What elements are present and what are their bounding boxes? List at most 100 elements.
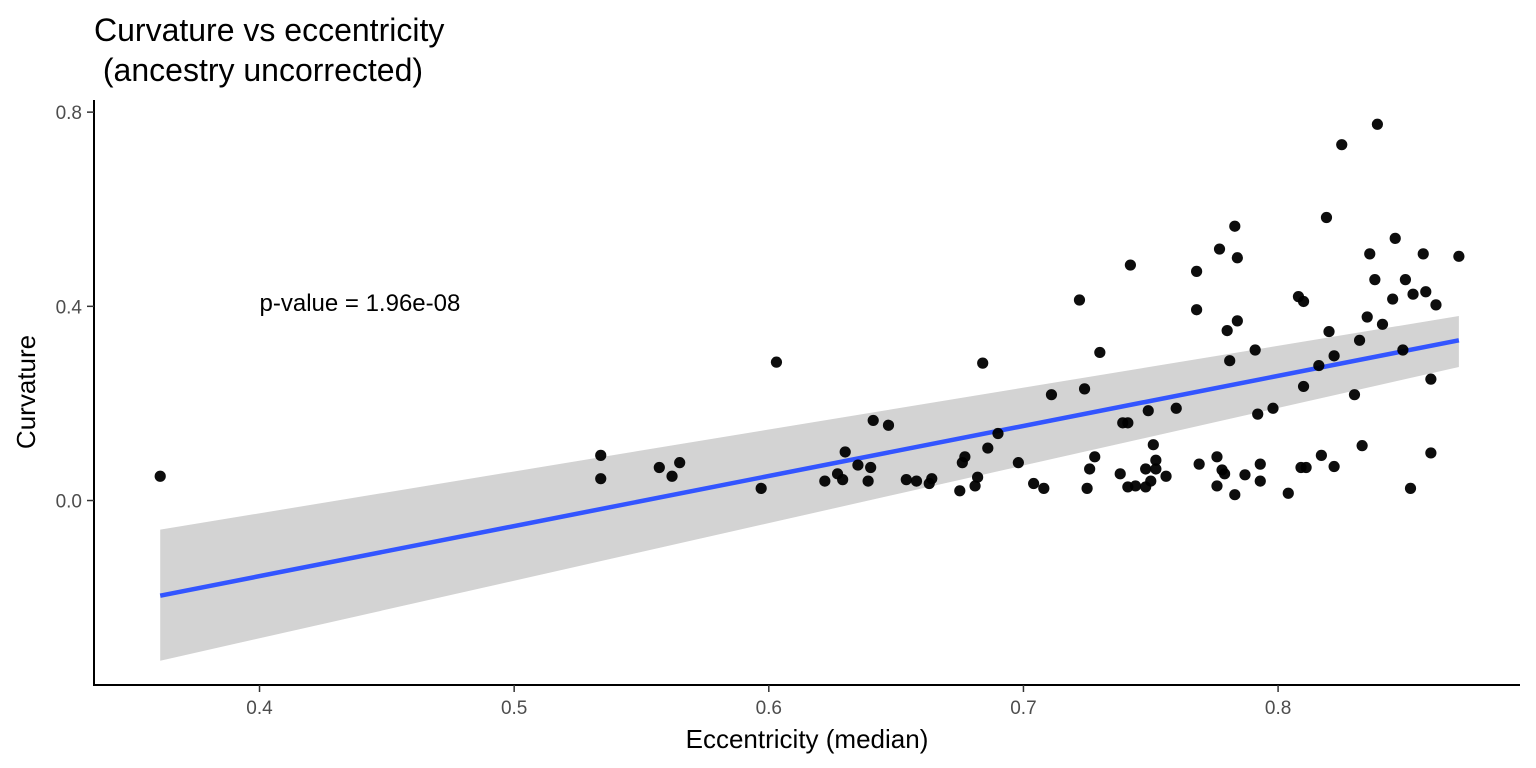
data-point — [1150, 463, 1162, 475]
x-tick-label: 0.5 — [501, 698, 527, 719]
data-point — [674, 457, 686, 469]
data-point — [1140, 463, 1152, 475]
data-point — [1420, 286, 1432, 298]
x-tick-label: 0.8 — [1265, 698, 1291, 719]
data-point — [1129, 480, 1142, 492]
data-point — [1219, 468, 1231, 480]
data-point — [1254, 475, 1266, 487]
data-point — [852, 459, 864, 471]
data-point — [1170, 402, 1182, 414]
data-point — [1336, 139, 1348, 151]
data-point — [1211, 480, 1223, 492]
ticks-layer: 0.4 0.5 0.6 0.7 0.8 0.0 0.4 0.8 — [56, 103, 1292, 719]
data-point — [1389, 232, 1401, 244]
chart-title-block: Curvature vs eccentricity (ancestry unco… — [94, 10, 444, 90]
data-point — [1425, 373, 1437, 385]
data-point — [1267, 402, 1279, 414]
data-point — [977, 357, 989, 369]
data-point — [1193, 458, 1205, 470]
chart-subtitle: (ancestry uncorrected) — [102, 52, 424, 88]
data-point — [1417, 248, 1429, 260]
p-value-annotation: p-value = 1.96e-08 — [260, 290, 461, 317]
data-point — [972, 471, 984, 483]
data-point — [1231, 252, 1243, 264]
data-point — [1094, 346, 1106, 359]
data-point — [1038, 482, 1050, 494]
data-point — [1313, 359, 1325, 372]
data-point — [1229, 220, 1241, 232]
data-point — [1160, 470, 1172, 482]
regression-line — [159, 338, 1460, 598]
data-point — [1084, 463, 1096, 475]
data-point — [982, 442, 994, 454]
data-point — [900, 474, 912, 486]
data-point — [910, 475, 923, 487]
data-point — [862, 475, 874, 487]
data-point — [653, 461, 665, 474]
data-point — [1221, 325, 1233, 337]
data-point — [867, 414, 879, 427]
data-point — [865, 461, 877, 474]
data-point — [1191, 265, 1203, 277]
x-axis-label: Eccentricity (median) — [686, 724, 929, 754]
data-point — [770, 356, 783, 368]
data-point — [1364, 248, 1376, 260]
y-tick-label: 0.8 — [56, 103, 82, 124]
data-point — [1282, 487, 1294, 499]
data-point — [595, 473, 607, 485]
data-point — [839, 446, 851, 458]
data-point — [1399, 274, 1412, 286]
data-point — [954, 485, 966, 497]
y-tick-label: 0.0 — [56, 492, 82, 513]
data-point — [1315, 449, 1327, 461]
data-point — [926, 473, 938, 485]
data-point — [1142, 405, 1154, 417]
data-point — [1147, 439, 1159, 451]
data-point — [1404, 482, 1417, 494]
data-point — [755, 482, 767, 494]
data-point — [1387, 293, 1399, 305]
data-point — [1453, 250, 1465, 262]
x-tick-label: 0.4 — [246, 698, 273, 719]
y-axis-label: Curvature — [11, 335, 41, 449]
data-point — [1124, 259, 1136, 271]
data-point — [1320, 211, 1333, 224]
data-point — [1191, 304, 1203, 316]
data-point — [1323, 325, 1335, 338]
fit-line-layer — [159, 338, 1460, 598]
axes-layer — [93, 100, 1520, 686]
data-point — [882, 419, 895, 431]
data-point — [1371, 118, 1383, 130]
data-point — [1376, 318, 1389, 330]
data-point — [959, 451, 971, 463]
data-point — [1249, 344, 1261, 356]
confidence-band-layer — [160, 316, 1459, 661]
data-point — [1300, 461, 1312, 474]
data-point — [1254, 458, 1266, 470]
data-point — [1114, 468, 1126, 480]
data-point — [1239, 469, 1251, 481]
data-point — [1122, 417, 1134, 429]
chart-title: Curvature vs eccentricity — [94, 12, 445, 48]
data-point — [154, 470, 166, 482]
data-point — [1252, 408, 1264, 420]
data-point — [1425, 447, 1437, 459]
data-point — [992, 427, 1004, 440]
data-point — [1012, 457, 1024, 469]
points-layer — [154, 118, 1465, 501]
data-point — [1150, 454, 1162, 466]
data-point — [1328, 460, 1340, 473]
data-point — [1229, 489, 1241, 501]
data-point — [1089, 451, 1101, 463]
data-point — [1328, 350, 1340, 362]
data-point — [1213, 243, 1226, 255]
y-tick-label: 0.4 — [56, 297, 83, 318]
data-point — [1297, 295, 1310, 308]
data-point — [1224, 355, 1236, 367]
data-point — [1073, 294, 1086, 306]
data-point — [1356, 440, 1368, 452]
data-point — [1028, 477, 1040, 490]
data-point — [1430, 299, 1442, 311]
data-point — [1078, 383, 1091, 395]
